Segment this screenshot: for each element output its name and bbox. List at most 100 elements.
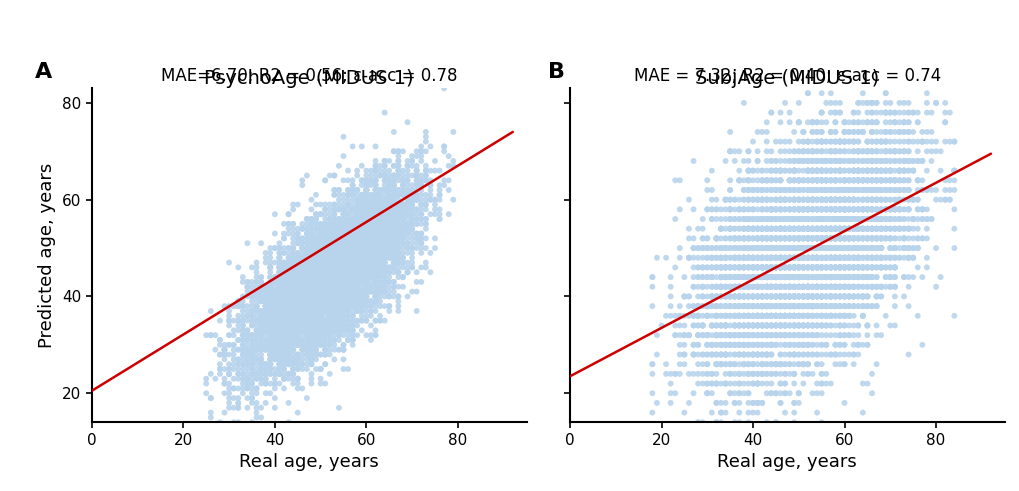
Point — [289, 293, 306, 300]
Point — [372, 196, 388, 204]
Point — [680, 331, 696, 339]
Point — [808, 235, 824, 243]
Point — [845, 235, 861, 243]
Point — [854, 186, 870, 194]
Point — [344, 220, 361, 228]
Point — [344, 331, 361, 339]
Point — [358, 268, 374, 276]
Point — [726, 322, 742, 329]
Point — [726, 235, 742, 243]
Point — [698, 254, 714, 262]
Point — [344, 205, 361, 213]
Point — [849, 225, 865, 233]
Point — [836, 264, 852, 272]
Point — [275, 322, 291, 329]
Point — [808, 244, 824, 252]
Point — [354, 220, 370, 228]
Point — [358, 176, 374, 184]
Point — [289, 278, 306, 286]
Point — [786, 244, 802, 252]
Point — [799, 244, 815, 252]
Point — [799, 196, 815, 204]
Point — [707, 215, 723, 223]
Point — [275, 336, 291, 344]
Point — [312, 283, 328, 291]
Point — [776, 312, 793, 320]
Point — [330, 283, 346, 291]
Point — [813, 293, 829, 300]
Point — [931, 167, 948, 175]
Point — [767, 273, 784, 281]
Point — [404, 220, 420, 228]
Point — [891, 205, 907, 213]
Point — [308, 273, 324, 281]
Point — [758, 176, 774, 184]
Point — [289, 317, 306, 325]
Point — [335, 239, 352, 247]
Point — [257, 293, 273, 300]
Point — [280, 293, 297, 300]
Point — [284, 355, 301, 363]
Point — [753, 360, 769, 368]
Point — [363, 239, 379, 247]
Point — [280, 225, 297, 233]
Point — [244, 278, 260, 286]
Point — [830, 137, 847, 145]
Point — [376, 239, 392, 247]
Point — [253, 273, 269, 281]
Point — [804, 244, 820, 252]
Point — [249, 346, 265, 354]
Point — [266, 317, 282, 325]
Point — [876, 157, 893, 165]
Point — [836, 176, 852, 184]
Point — [731, 302, 747, 310]
Point — [707, 254, 723, 262]
Point — [891, 167, 907, 175]
Point — [303, 259, 319, 267]
Point — [854, 264, 870, 272]
Point — [895, 215, 911, 223]
Point — [440, 162, 457, 170]
Point — [303, 302, 319, 310]
Point — [275, 346, 291, 354]
Point — [330, 268, 346, 276]
Point — [330, 268, 346, 276]
Point — [321, 288, 337, 296]
Point — [330, 220, 346, 228]
Point — [849, 186, 865, 194]
Point — [271, 307, 287, 315]
Point — [799, 235, 815, 243]
Point — [735, 283, 751, 291]
Point — [253, 336, 269, 344]
Point — [881, 137, 898, 145]
Point — [849, 254, 865, 262]
Point — [826, 244, 843, 252]
Point — [836, 254, 852, 262]
Point — [308, 302, 324, 310]
Point — [840, 167, 856, 175]
Point — [845, 147, 861, 155]
Point — [799, 235, 815, 243]
Point — [849, 225, 865, 233]
Point — [262, 355, 278, 363]
Point — [808, 235, 824, 243]
Point — [308, 293, 324, 300]
Point — [308, 259, 324, 267]
Point — [826, 264, 843, 272]
Point — [790, 283, 806, 291]
Point — [308, 235, 324, 243]
Point — [735, 254, 751, 262]
Point — [293, 288, 310, 296]
Point — [348, 230, 365, 238]
Point — [372, 230, 388, 238]
Point — [363, 244, 379, 252]
Point — [358, 317, 374, 325]
Point — [808, 205, 824, 213]
Point — [731, 264, 747, 272]
Point — [781, 283, 797, 291]
Point — [284, 355, 301, 363]
Point — [339, 273, 356, 281]
Point — [317, 341, 333, 349]
Point — [344, 249, 361, 257]
Point — [735, 331, 751, 339]
